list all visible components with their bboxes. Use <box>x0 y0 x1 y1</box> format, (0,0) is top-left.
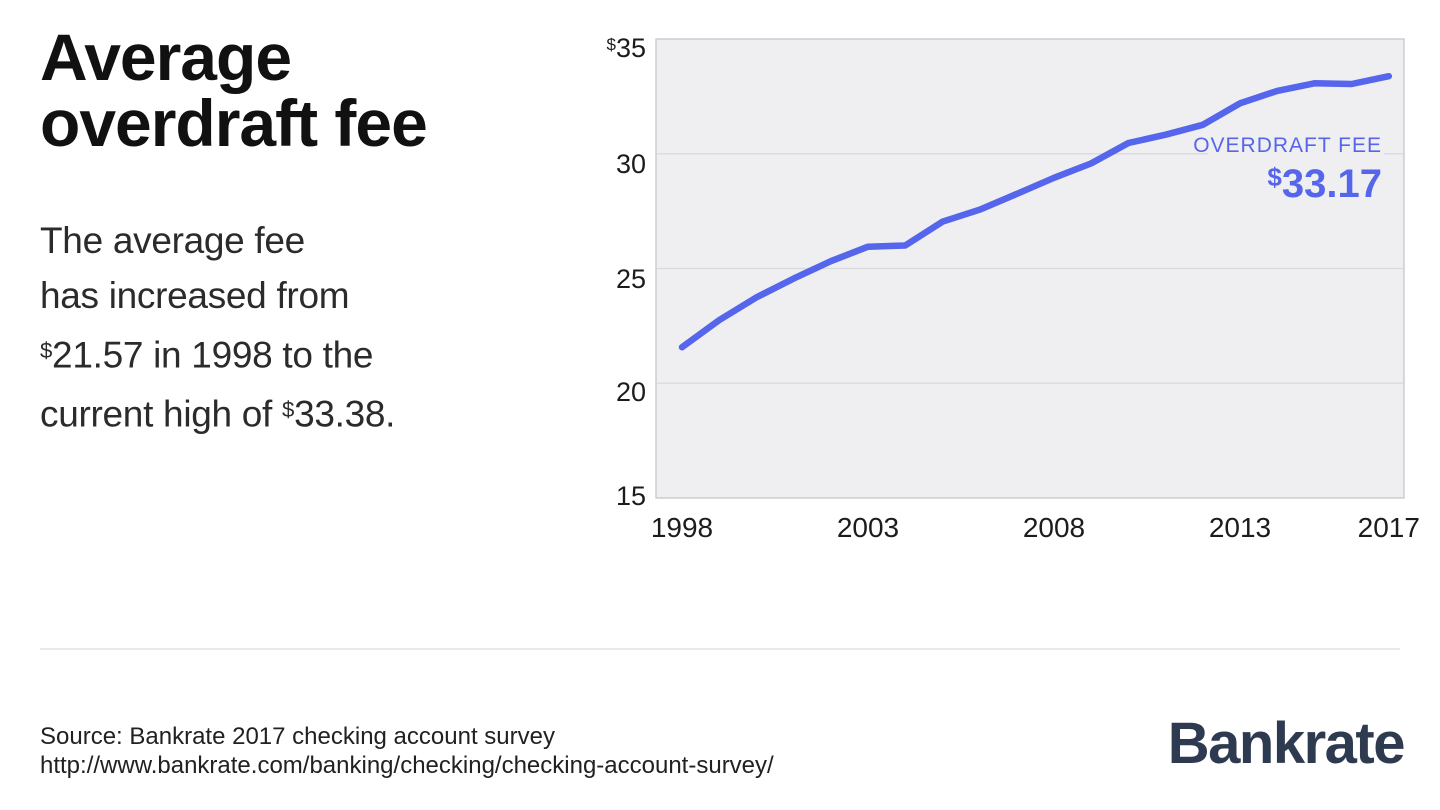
chart-subtitle-line: has increased from <box>40 275 350 316</box>
x-axis-tick-label: 2003 <box>837 512 899 543</box>
source-text: Source: Bankrate 2017 checking account s… <box>40 723 555 750</box>
bankrate-logo: Bankrate <box>1167 711 1406 776</box>
overdraft-fee-line <box>678 72 1393 351</box>
y-axis-tick-label: 15 <box>616 481 646 511</box>
chart-subtitle-line: The average fee <box>40 220 305 261</box>
y-axis-tick-label: 30 <box>616 149 646 179</box>
y-axis-tick-label: 20 <box>616 377 646 407</box>
x-axis-tick-label: 2013 <box>1209 512 1271 543</box>
chart-subtitle-line: current high of $33.38. <box>40 393 396 435</box>
x-axis-tick-label: 2017 <box>1358 512 1420 543</box>
chart-subtitle-line: $21.57 in 1998 to the <box>40 334 374 376</box>
page-title: Average overdraft fee <box>40 20 428 160</box>
page-title-line1: Average <box>40 20 292 94</box>
overdraft-fee-label: OVERDRAFT FEE <box>1193 134 1382 157</box>
footer-divider <box>40 648 1400 650</box>
annotation-mask <box>1208 135 1384 165</box>
chart-subtitle: The average fee has increased from $21.57 … <box>40 213 395 442</box>
x-axis-tick-label: 1998 <box>651 512 713 543</box>
x-axis-tick-label: 2008 <box>1023 512 1085 543</box>
source-attribution: Source: Bankrate 2017 checking account s… <box>40 722 774 780</box>
y-axis-tick-label: 25 <box>616 264 646 294</box>
source-url: http://www.bankrate.com/banking/checking… <box>40 752 774 779</box>
page-title-line2: overdraft fee <box>40 86 428 160</box>
dollar-sign: $ <box>40 338 53 363</box>
overdraft-fee-value: $33.17 <box>1267 162 1382 206</box>
dollar-sign: $ <box>282 397 295 423</box>
y-axis-tick-label: $35 <box>606 33 646 63</box>
